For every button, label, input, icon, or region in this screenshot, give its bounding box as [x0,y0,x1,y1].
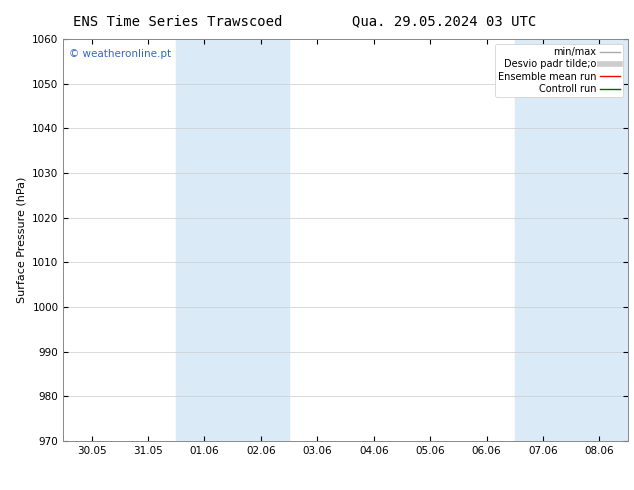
Text: ENS Time Series Trawscoed: ENS Time Series Trawscoed [73,15,282,29]
Text: © weatheronline.pt: © weatheronline.pt [69,49,171,59]
Bar [515,39,628,441]
Text: Qua. 29.05.2024 03 UTC: Qua. 29.05.2024 03 UTC [352,15,536,29]
Bar [176,39,289,441]
Y-axis label: Surface Pressure (hPa): Surface Pressure (hPa) [16,177,27,303]
Legend: min/max, Desvio padr tilde;o, Ensemble mean run, Controll run: min/max, Desvio padr tilde;o, Ensemble m… [495,44,623,97]
